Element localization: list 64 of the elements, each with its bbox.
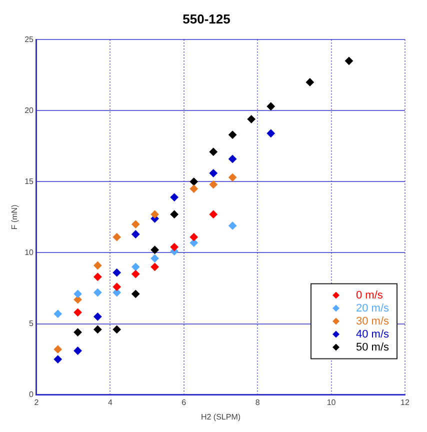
- point: [112, 282, 122, 292]
- point: [209, 168, 218, 178]
- point: [54, 355, 62, 364]
- point: [170, 193, 179, 202]
- point: [228, 173, 237, 182]
- y-tick-label: 15: [24, 176, 34, 186]
- x-tick-label: 10: [326, 398, 336, 407]
- point: [209, 148, 218, 156]
- point: [112, 268, 122, 277]
- point: [93, 325, 102, 334]
- point: [170, 242, 179, 252]
- point: [131, 230, 140, 238]
- legend-label: 40 m/s: [356, 328, 390, 340]
- x-tick-label: 12: [400, 398, 410, 407]
- point: [170, 210, 179, 219]
- x-tick-label: 6: [182, 398, 187, 407]
- point: [150, 254, 159, 263]
- x-tick-label: 8: [255, 398, 260, 407]
- point: [131, 220, 140, 229]
- point: [247, 114, 256, 124]
- point: [228, 222, 237, 230]
- point: [190, 177, 198, 186]
- x-tick-label: 2: [34, 398, 40, 407]
- y-tick-label: 20: [24, 106, 34, 115]
- point: [190, 184, 198, 193]
- point: [150, 210, 159, 219]
- point: [228, 154, 237, 164]
- y-tick-label: 25: [24, 34, 34, 44]
- point: [150, 262, 159, 272]
- point: [74, 328, 82, 336]
- point: [74, 346, 82, 355]
- chart-title: 550-125: [182, 11, 230, 26]
- point: [93, 312, 102, 321]
- y-tick-label: 10: [24, 248, 34, 257]
- point: [344, 56, 354, 66]
- point: [112, 325, 122, 334]
- point: [93, 272, 102, 282]
- legend-label: 20 m/s: [356, 302, 390, 314]
- x-tick-label: 4: [108, 398, 113, 407]
- y-tick-label: 0: [29, 390, 34, 400]
- point: [131, 290, 140, 298]
- point: [150, 246, 159, 254]
- point: [74, 308, 82, 317]
- x-axis-title: H2 (SLPM): [200, 412, 241, 422]
- legend-label: 0 m/s: [356, 289, 384, 302]
- legend-label: 50 m/s: [356, 341, 390, 354]
- y-tick-label: 5: [29, 318, 34, 328]
- point: [112, 232, 122, 242]
- point: [266, 102, 276, 111]
- point: [93, 288, 102, 297]
- point: [74, 290, 82, 298]
- point: [54, 310, 62, 318]
- point: [306, 78, 314, 86]
- point: [93, 261, 102, 270]
- point: [131, 270, 140, 278]
- point: [228, 130, 237, 139]
- point: [54, 345, 62, 354]
- point: [266, 129, 276, 138]
- y-axis-title: F (mN): [10, 204, 20, 230]
- legend-label: 30 m/s: [356, 315, 390, 328]
- point: [131, 262, 140, 272]
- point: [209, 210, 218, 219]
- point: [190, 232, 198, 242]
- point: [209, 180, 218, 189]
